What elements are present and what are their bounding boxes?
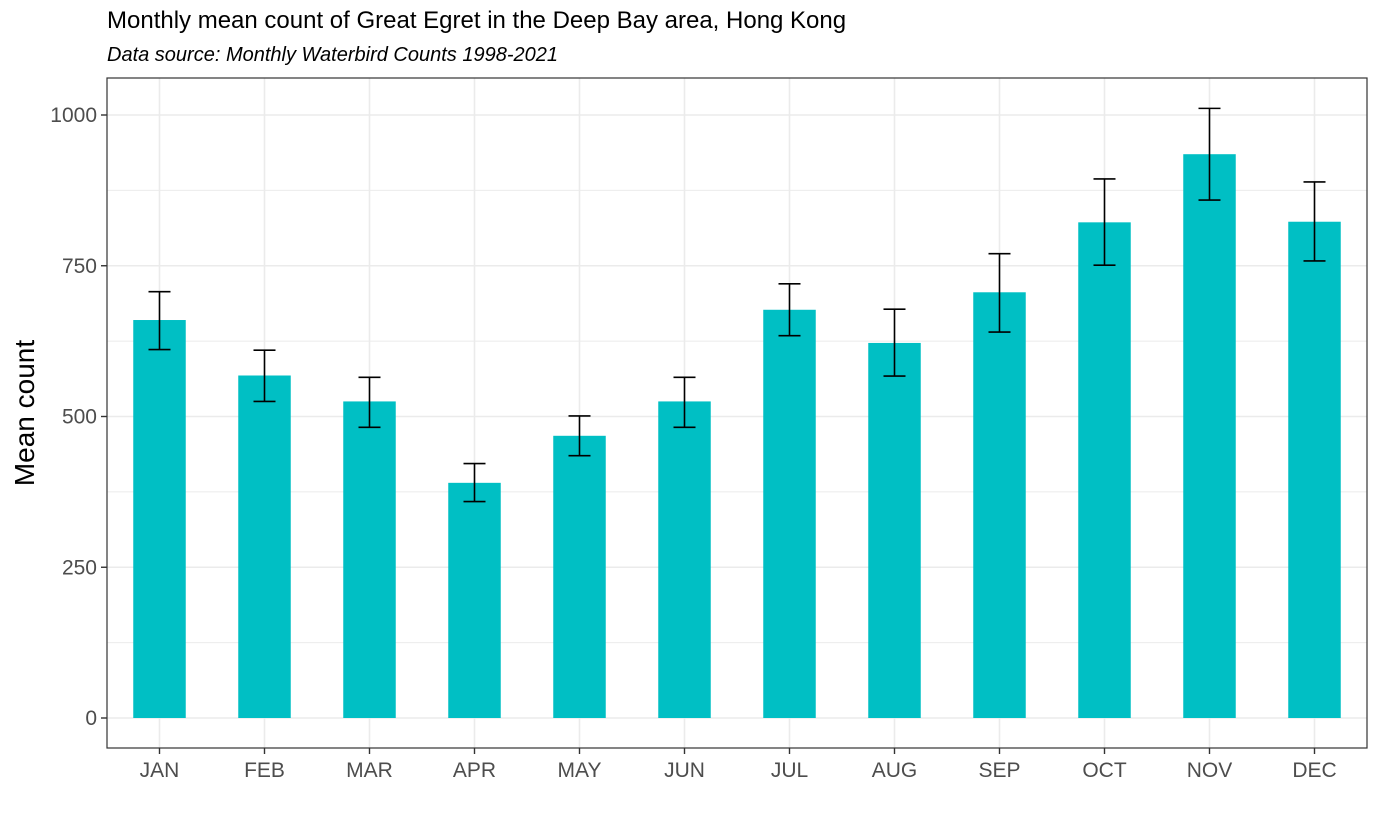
error-bar-aug	[883, 308, 906, 377]
error-bar-oct	[1093, 178, 1116, 266]
bar-oct	[1078, 222, 1131, 719]
x-tick-label: JUN	[664, 759, 705, 782]
x-tick-label: SEP	[978, 759, 1020, 782]
bar-apr	[448, 482, 501, 718]
y-tick-label: 250	[62, 556, 97, 579]
bar-jul	[763, 309, 816, 718]
x-tick-label: DEC	[1292, 759, 1336, 782]
error-bar-dec	[1303, 181, 1326, 262]
error-bars	[148, 107, 1326, 503]
x-axis: JAN FEB MAR APR MAY JUN JUL AUG SEP OCT NOV DEC	[140, 748, 1337, 782]
bar-jun	[658, 401, 711, 718]
x-tick-label: JUL	[771, 759, 808, 782]
y-tick-label: 500	[62, 406, 97, 429]
chart-subtitle: Data source: Monthly Waterbird Counts 19…	[107, 44, 558, 66]
bar-sep	[973, 292, 1026, 718]
y-tick-label: 0	[85, 707, 97, 730]
x-tick-label: AUG	[872, 759, 918, 782]
bar-nov	[1183, 154, 1236, 718]
y-axis: 0 250 500 750 1000	[50, 104, 107, 730]
x-tick-label: OCT	[1082, 759, 1127, 782]
x-tick-label: JAN	[140, 759, 180, 782]
bars	[133, 154, 1341, 719]
grid-lines	[107, 78, 1367, 748]
bar-dec	[1288, 221, 1341, 718]
x-tick-label: MAY	[558, 759, 602, 782]
y-axis-title: Mean count	[9, 340, 40, 487]
x-tick-label: APR	[453, 759, 496, 782]
error-bar-apr	[463, 462, 486, 503]
bar-aug	[868, 342, 921, 718]
y-tick-label: 1000	[50, 104, 97, 127]
bar-jan	[133, 320, 186, 718]
error-bar-jun	[673, 376, 696, 429]
x-tick-label: NOV	[1187, 759, 1233, 782]
error-bar-may	[568, 415, 591, 457]
error-bar-jan	[148, 290, 171, 351]
panel-border	[106, 77, 1368, 749]
x-tick-label: MAR	[346, 759, 393, 782]
bar-feb	[238, 375, 291, 718]
error-bar-jul	[778, 283, 801, 337]
chart-title: Monthly mean count of Great Egret in the…	[107, 7, 847, 34]
error-bar-feb	[253, 349, 276, 403]
y-tick-label: 750	[62, 255, 97, 278]
error-bar-nov	[1198, 107, 1221, 201]
bar-may	[553, 435, 606, 718]
error-bar-mar	[358, 376, 381, 429]
x-tick-label: FEB	[244, 759, 285, 782]
bar-mar	[343, 401, 396, 718]
error-bar-sep	[988, 252, 1011, 333]
